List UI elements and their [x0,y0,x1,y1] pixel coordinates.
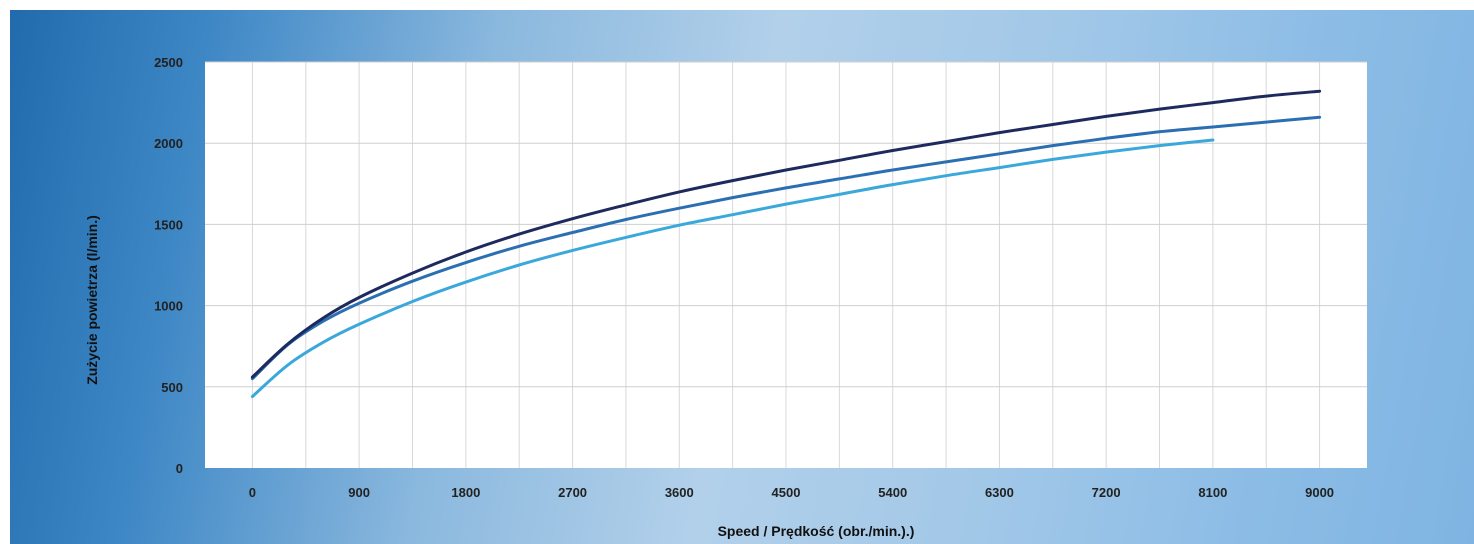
x-axis-ticks: 0 900 1800 2700 3600 4500 5400 6300 7200 8100 9000 [249,485,1334,500]
x-tick-label: 0 [249,485,256,500]
x-axis-label: Speed / Prędkość (obr./min.).) [718,523,915,539]
y-tick-label: 2500 [154,55,183,70]
y-tick-label: 1500 [154,217,183,232]
vertical-gridlines [251,62,1321,468]
x-tick-label: 1800 [451,485,480,500]
x-tick-label: 8100 [1198,485,1227,500]
y-axis-label: Zużycie powietrza (l/min.) [84,215,100,385]
series-line-1 [250,89,1322,379]
x-tick-label: 7200 [1092,485,1121,500]
y-tick-label: 0 [176,461,183,476]
y-tick-label: 500 [161,380,183,395]
x-tick-label: 3600 [665,485,694,500]
left-border [0,0,10,544]
y-tick-label: 1000 [154,299,183,314]
x-tick-label: 2700 [558,485,587,500]
series-line-3 [250,138,1215,398]
top-border [0,0,1474,10]
series-line-2 [250,115,1322,381]
x-tick-label: 6300 [985,485,1014,500]
x-tick-label: 5400 [878,485,907,500]
series-lines [250,89,1322,398]
x-tick-label: 4500 [772,485,801,500]
y-tick-label: 2000 [154,136,183,151]
x-tick-label: 900 [348,485,370,500]
x-tick-label: 9000 [1305,485,1334,500]
y-axis-ticks: 0 500 1000 1500 2000 2500 [154,55,183,476]
